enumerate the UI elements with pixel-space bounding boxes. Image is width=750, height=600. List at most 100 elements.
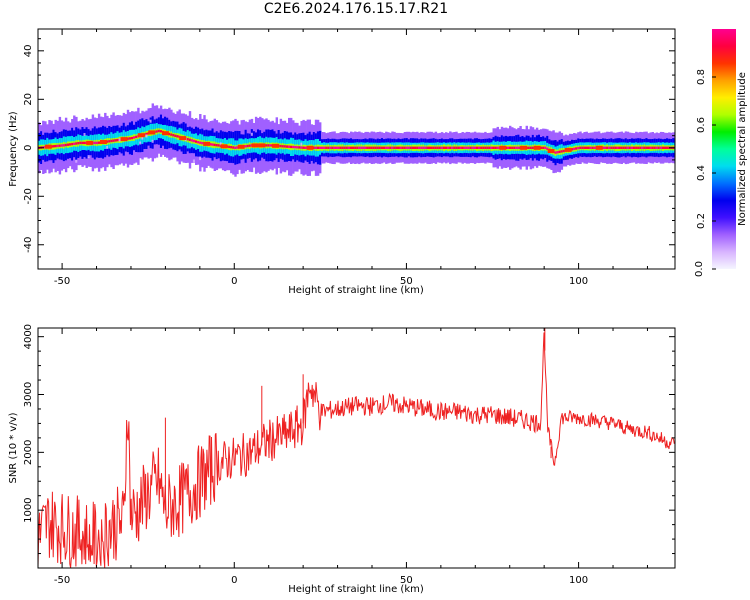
heatmap-speck: [141, 136, 145, 140]
heatmap-speck: [106, 145, 110, 149]
heatmap-cell: [449, 146, 452, 149]
heatmap-cell: [558, 150, 562, 153]
colorbar-gradient: [712, 29, 736, 269]
heatmap-cell: [236, 146, 239, 149]
heatmap-cell: [327, 146, 330, 149]
colorbar-tick-label: 0.0: [694, 261, 705, 277]
heatmap-cell: [430, 146, 433, 149]
heatmap-peak: [306, 145, 314, 150]
heatmap-cell: [176, 135, 179, 138]
heatmap-speck: [83, 133, 87, 136]
heatmap-cell: [168, 132, 171, 136]
heatmap-peak: [533, 145, 541, 150]
heatmap-cell: [393, 146, 396, 149]
heatmap-cell: [620, 146, 624, 149]
heatmap-cell: [54, 144, 57, 148]
heatmap-peak: [564, 147, 572, 152]
heatmap-cell: [602, 146, 605, 149]
heatmap-cell: [484, 146, 487, 149]
heatmap-cell: [366, 146, 369, 149]
x-tick-label: 50: [400, 276, 413, 287]
heatmap-cell: [486, 146, 489, 149]
heatmap-peak: [86, 140, 94, 145]
heatmap-cell: [416, 146, 419, 149]
heatmap-cell: [635, 146, 638, 149]
heatmap-cell: [655, 146, 659, 149]
heatmap-cell: [480, 146, 483, 149]
heatmap-cell: [428, 146, 431, 149]
heatmap-speck: [250, 132, 254, 136]
colorbar-tick-label: 0.2: [696, 213, 707, 229]
heatmap-peak: [179, 136, 187, 141]
heatmap-cell: [60, 144, 64, 147]
heatmap-cell: [579, 146, 582, 149]
heatmap-cell: [331, 146, 334, 149]
heatmap-cell: [319, 146, 322, 149]
heatmap-cell: [354, 146, 357, 149]
snr-x-label: Height of straight line (km): [288, 584, 424, 595]
heatmap-cell: [529, 146, 533, 149]
heatmap-cell: [356, 146, 359, 149]
heatmap-speck: [192, 159, 196, 163]
heatmap-cell: [108, 140, 111, 143]
heatmap-cell: [624, 146, 628, 149]
heatmap-cell: [461, 146, 464, 149]
heatmap-peak: [100, 140, 107, 144]
heatmap-speck: [87, 155, 91, 159]
heatmap-cell: [374, 146, 378, 149]
colorbar: 0.0 0.2 0.4 0.6 0.8 Normalized spectral ampl…: [694, 29, 748, 277]
heatmap-cell: [556, 151, 560, 154]
heatmap-cell: [653, 146, 657, 149]
x-tick-label: 50: [400, 575, 413, 586]
heatmap-cell: [364, 146, 367, 149]
heatmap-cell: [657, 146, 661, 149]
heatmap-cell: [434, 146, 438, 149]
heatmap-cell: [378, 146, 382, 149]
heatmap-cell: [511, 146, 514, 149]
heatmap-cell: [75, 142, 78, 145]
heatmap-cell: [457, 146, 460, 149]
spectrogram-x-axis: -50 0 50 100: [54, 29, 648, 287]
heatmap-cell: [304, 146, 307, 149]
heatmap-cell: [285, 145, 289, 148]
heatmap-cell: [639, 146, 642, 149]
heatmap-cell: [637, 146, 640, 149]
heatmap-cell: [442, 146, 446, 149]
spectrogram-x-label: Height of straight line (km): [288, 285, 424, 296]
heatmap-cell: [302, 146, 305, 149]
heatmap-cell: [542, 146, 545, 149]
heatmap-peak: [499, 145, 507, 150]
spectrogram-frame: [37, 28, 676, 270]
heatmap-peak: [220, 144, 228, 149]
heatmap-peak: [520, 145, 527, 150]
heatmap-cell: [368, 146, 372, 149]
heatmap-cell: [414, 146, 417, 149]
heatmap-cell: [333, 146, 336, 149]
heatmap-cell: [467, 146, 471, 149]
heatmap-speck: [75, 159, 79, 163]
heatmap-cell: [473, 146, 477, 149]
heatmap-cell: [436, 146, 440, 149]
heatmap-cell: [383, 146, 386, 149]
heatmap-cell: [432, 146, 436, 149]
heatmap-cell: [651, 146, 655, 149]
x-tick-label: 100: [569, 575, 588, 586]
heatmap-cell: [380, 146, 384, 149]
x-tick-label: -50: [54, 575, 70, 586]
heatmap-cell: [155, 130, 159, 133]
snr-panel: -50 0 50 100 1000 2000 3000 4000 Height of str…: [8, 324, 676, 595]
heatmap-cell: [64, 143, 68, 147]
heatmap-cell: [606, 146, 609, 149]
heatmap-cell: [387, 146, 390, 149]
heatmap-peak: [162, 131, 169, 136]
heatmap-cell: [370, 146, 374, 149]
heatmap-cell: [325, 146, 328, 149]
heatmap-cell: [407, 146, 411, 149]
heatmap-cell: [110, 139, 113, 143]
heatmap-cell: [56, 144, 60, 148]
heatmap-cell: [577, 146, 580, 150]
heatmap-cell: [531, 146, 535, 149]
heatmap-cell: [159, 130, 163, 133]
heatmap-cell: [128, 137, 132, 140]
